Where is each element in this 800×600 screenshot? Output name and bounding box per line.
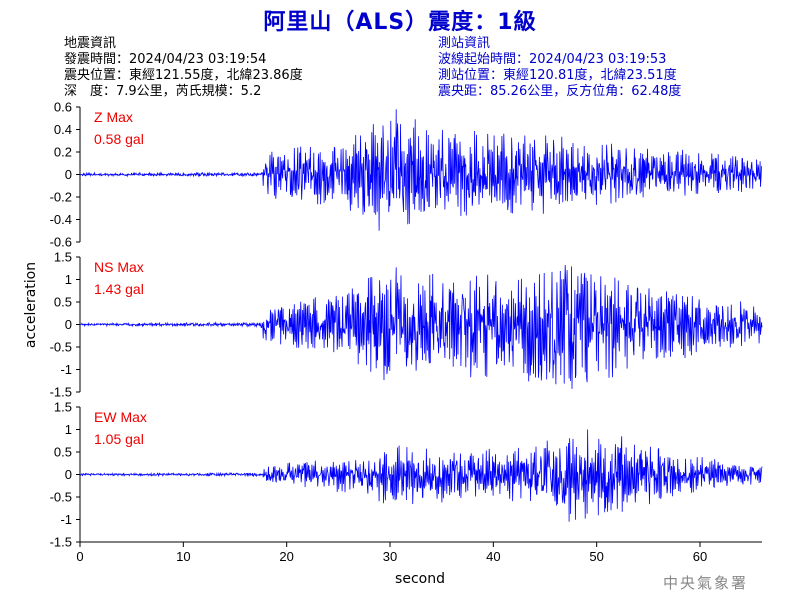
agency-watermark: 中央氣象署 — [662, 574, 748, 592]
waveform-trace — [80, 264, 763, 389]
y-tick-label: -0.5 — [50, 340, 72, 355]
y-tick-label: -1.5 — [50, 535, 72, 550]
y-tick-label: 0.5 — [54, 295, 72, 310]
quake-info-heading: 地震資訊 — [64, 36, 117, 51]
x-tick-label: 30 — [383, 549, 397, 564]
y-axis-label: acceleration — [23, 261, 39, 349]
max-label-name: Z Max — [94, 109, 133, 125]
x-tick-label: 0 — [76, 549, 83, 564]
waveform-trace — [79, 429, 763, 522]
max-label-name: NS Max — [94, 259, 144, 275]
max-label-value: 0.58 gal — [94, 131, 144, 147]
y-tick-label: 0.4 — [54, 122, 72, 137]
y-tick-label: -0.4 — [50, 212, 72, 227]
x-tick-label: 50 — [589, 549, 603, 564]
panel-ns: -1.5 -1 -0.5 0 0.5 1 1.5 NS Max 1.43 gal — [50, 250, 763, 400]
panel-z: -0.6 -0.4 -0.2 0 0.2 0.4 0.6 Z Max 0.58 gal — [50, 100, 763, 250]
y-tick-label: -0.6 — [50, 235, 72, 250]
y-tick-label: -1 — [60, 512, 72, 527]
chart-title: 阿里山（ALS）震度：1級 — [263, 10, 537, 35]
panel-ew: -1.5 -1 -0.5 0 0.5 1 1.5 EW Max 1.05 gal — [50, 400, 763, 550]
y-tick-label: 1.5 — [54, 400, 72, 415]
y-tick-label: 0 — [65, 467, 72, 482]
station-location: 測站位置：東經120.81度，北緯23.51度 — [438, 68, 677, 83]
waveform-trace — [79, 109, 763, 231]
y-tick-label: -1.5 — [50, 385, 72, 400]
station-distance: 震央距：85.26公里，反方位角：62.48度 — [438, 84, 682, 99]
station-info: 測站資訊 波線起始時間：2024/04/23 03:19:53 測站位置：東經1… — [438, 36, 681, 100]
quake-depth-magnitude: 深 度：7.9公里，芮氏規模：5.2 — [64, 84, 262, 99]
x-tick-label: 10 — [176, 549, 190, 564]
y-tick-label: -0.2 — [50, 190, 72, 205]
max-label-value: 1.05 gal — [94, 431, 144, 447]
y-tick-label: 0 — [65, 317, 72, 332]
y-tick-label: -1 — [60, 362, 72, 377]
station-info-heading: 測站資訊 — [438, 36, 491, 51]
y-tick-label: -0.5 — [50, 490, 72, 505]
y-tick-label: 1 — [65, 422, 72, 437]
y-tick-label: 0.6 — [54, 100, 72, 115]
y-tick-label: 0 — [65, 167, 72, 182]
y-tick-label: 0.2 — [54, 145, 72, 160]
y-tick-label: 1 — [65, 272, 72, 287]
x-axis-label: second — [395, 571, 445, 587]
quake-info: 地震資訊 發震時間：2024/04/23 03:19:54 震央位置：東經121… — [64, 36, 303, 100]
x-tick-label: 20 — [279, 549, 293, 564]
max-label-name: EW Max — [94, 409, 147, 425]
quake-epicenter: 震央位置：東經121.55度，北緯23.86度 — [64, 68, 303, 83]
x-tick-label: 60 — [693, 549, 707, 564]
y-tick-label: 0.5 — [54, 445, 72, 460]
x-tick-label: 40 — [486, 549, 500, 564]
quake-origin-time: 發震時間：2024/04/23 03:19:54 — [64, 52, 267, 67]
y-tick-label: 1.5 — [54, 250, 72, 265]
station-wave-start: 波線起始時間：2024/04/23 03:19:53 — [438, 52, 667, 67]
max-label-value: 1.43 gal — [94, 281, 144, 297]
